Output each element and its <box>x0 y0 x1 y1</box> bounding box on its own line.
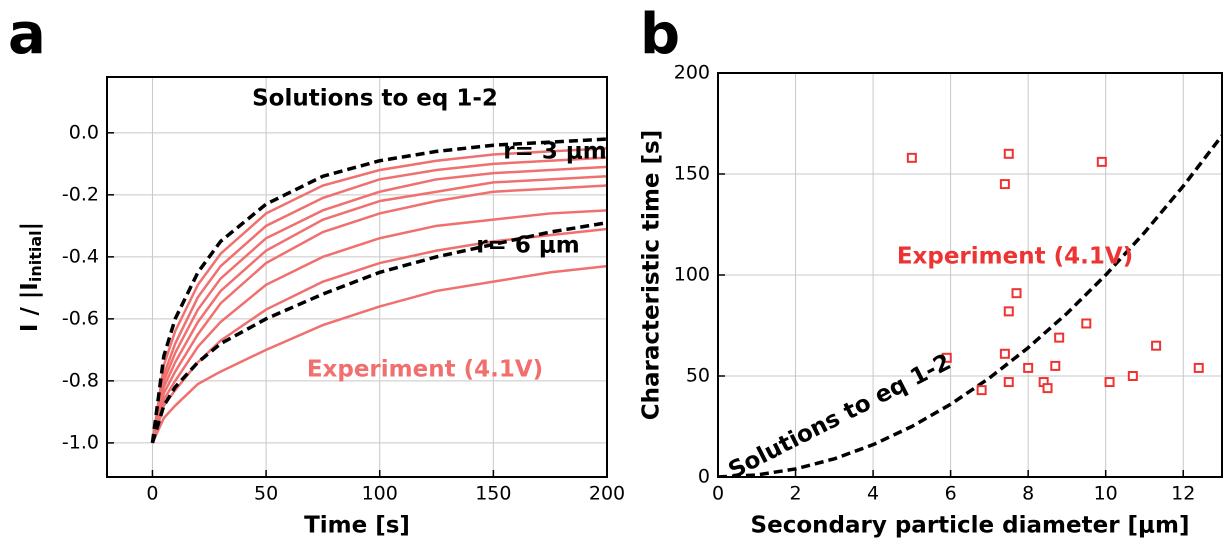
experiment-curve <box>151 227 607 444</box>
experiment-curve <box>151 165 607 444</box>
y-axis-label: I / |Iinitial| <box>17 222 45 332</box>
y-tick-label: 0.0 <box>69 121 99 143</box>
y-tick-label: 150 <box>674 163 710 185</box>
x-tick-label: 8 <box>1022 483 1034 505</box>
data-point <box>1104 377 1115 388</box>
annotation: Experiment (4.1V) <box>307 357 543 383</box>
x-tick-label: 10 <box>1094 483 1118 505</box>
experiment-curve <box>151 147 607 444</box>
x-tick-label: 6 <box>945 483 957 505</box>
data-point <box>1003 377 1014 388</box>
y-tick-label: 200 <box>674 62 710 84</box>
x-tick-label: 12 <box>1171 483 1195 505</box>
model-curve <box>150 137 607 444</box>
y-tick-label: 0 <box>698 466 710 488</box>
y-tick-label: 100 <box>674 264 710 286</box>
annotation: Experiment (4.1V) <box>897 244 1133 270</box>
data-point <box>976 385 987 396</box>
data-point <box>1042 383 1053 394</box>
annotation: Solutions to eq 1-2 <box>724 349 955 484</box>
data-point <box>1054 332 1065 343</box>
data-point <box>1050 360 1061 371</box>
experiment-curve <box>151 174 607 444</box>
x-tick-label: 4 <box>867 483 879 505</box>
y-tick-label: -0.2 <box>62 183 99 205</box>
panel-label: a <box>8 2 46 67</box>
x-tick-label: 200 <box>589 483 625 505</box>
x-axis-label: Secondary particle diameter [μm] <box>751 513 1190 539</box>
marks <box>150 137 607 444</box>
annotation: Solutions to eq 1-2 <box>252 86 498 112</box>
y-label-main: I / |I <box>17 282 43 332</box>
data-point <box>999 348 1010 359</box>
data-point <box>1003 148 1014 159</box>
data-point <box>906 152 917 163</box>
annotation: r= 3 μm <box>503 139 607 165</box>
experiment-curve <box>151 156 607 444</box>
y-label-sub: initial <box>26 230 45 282</box>
data-point <box>1023 362 1034 373</box>
frame <box>106 76 608 478</box>
x-tick-label: 100 <box>362 483 398 505</box>
y-tick-label: -0.4 <box>62 245 99 267</box>
x-tick-label: 2 <box>789 483 801 505</box>
y-tick-label: 50 <box>686 365 710 387</box>
y-label-end: | <box>17 222 43 230</box>
data-point <box>1127 371 1138 381</box>
data-point <box>1011 288 1022 299</box>
plot-area <box>717 72 1222 478</box>
plot-area <box>107 77 608 477</box>
data-point <box>1151 340 1162 351</box>
x-tick-label: 0 <box>146 483 158 505</box>
panel-label: b <box>640 2 680 67</box>
x-tick-label: 50 <box>254 483 278 505</box>
data-point <box>999 179 1010 190</box>
data-point <box>1193 362 1204 373</box>
annotation: r= 6 μm <box>476 233 580 259</box>
data-point <box>941 352 952 363</box>
x-axis-label: Time [s] <box>304 513 410 539</box>
y-tick-label: -1.0 <box>62 431 99 453</box>
data-point <box>1003 306 1014 317</box>
y-tick-label: -0.8 <box>62 369 99 391</box>
experiment-curve <box>151 209 607 444</box>
marks <box>718 134 1222 477</box>
data-point <box>1081 318 1092 329</box>
model-curve <box>718 134 1222 477</box>
frame <box>717 72 1223 478</box>
experiment-curve <box>151 264 607 444</box>
y-tick-label: -0.6 <box>62 307 99 329</box>
x-tick-label: 0 <box>712 483 724 505</box>
experiment-curve <box>151 184 607 444</box>
data-point <box>1096 156 1107 167</box>
x-tick-label: 150 <box>475 483 511 505</box>
model-curve <box>150 221 607 444</box>
y-axis-label: Characteristic time [s] <box>639 130 665 420</box>
